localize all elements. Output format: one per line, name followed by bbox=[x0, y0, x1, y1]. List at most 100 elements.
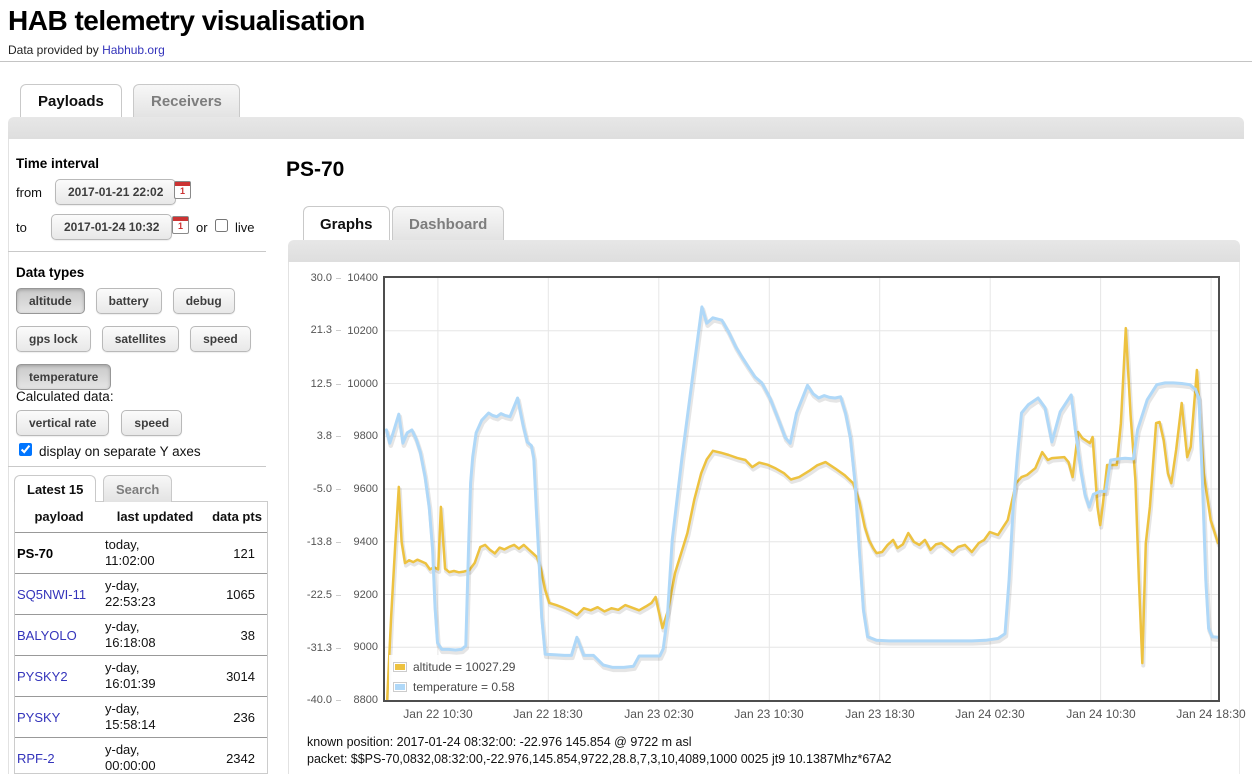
data-pts-cell: 3014 bbox=[207, 655, 267, 697]
last-updated-cell: y-day, 00:00:00 bbox=[103, 737, 207, 773]
separate-axes-checkbox[interactable] bbox=[19, 443, 32, 456]
x-axis-tick-label: Jan 24 02:30 bbox=[955, 707, 1025, 721]
tab-dashboard[interactable]: Dashboard bbox=[392, 206, 505, 240]
data-pts-cell: 121 bbox=[233, 545, 255, 561]
data-type-gps-lock-button[interactable]: gps lock bbox=[16, 326, 91, 352]
temp-axis-tick-mark bbox=[336, 700, 341, 701]
payloads-panel-header bbox=[8, 117, 1244, 139]
temp-axis-tick-label: 12.5 bbox=[310, 378, 332, 390]
x-axis-tick-label: Jan 24 18:30 bbox=[1176, 707, 1246, 721]
temp-axis-tick-mark bbox=[336, 278, 341, 279]
altitude-axis-tick-label: 10200 bbox=[347, 325, 378, 337]
col-header-last-updated: last updated bbox=[103, 502, 207, 533]
series-temperature-line bbox=[385, 305, 1218, 669]
altitude-axis-tick-label: 9800 bbox=[353, 430, 378, 442]
payload-link[interactable]: RPF-2 bbox=[17, 750, 55, 766]
temp-axis-tick-label: -22.5 bbox=[306, 589, 332, 601]
temp-axis-tick-label: -40.0 bbox=[306, 694, 332, 706]
tab-search[interactable]: Search bbox=[103, 475, 173, 502]
altitude-axis-tick-label: 9000 bbox=[353, 641, 378, 653]
payload-title: PS-70 bbox=[286, 158, 345, 181]
temp-axis-tick-mark bbox=[336, 595, 341, 596]
to-label: to bbox=[16, 220, 27, 235]
calculated-vertical-rate-button[interactable]: vertical rate bbox=[16, 410, 110, 436]
tab-latest-15[interactable]: Latest 15 bbox=[14, 475, 97, 502]
payload-name: SQ5NWI-11 bbox=[15, 573, 103, 615]
chart-svg bbox=[385, 278, 1218, 700]
live-checkbox[interactable] bbox=[215, 219, 228, 232]
to-calendar-icon[interactable]: 1 bbox=[172, 216, 189, 234]
temp-axis-tick-label: -5.0 bbox=[313, 483, 332, 495]
payload-link[interactable]: PYSKY bbox=[17, 709, 61, 725]
legend-swatch-icon bbox=[393, 682, 407, 692]
temp-axis-tick-label: -31.3 bbox=[306, 642, 332, 654]
temp-axis-tick-mark bbox=[336, 330, 341, 331]
separate-axes-label: display on separate Y axes bbox=[39, 444, 201, 459]
data-type-satellites-button[interactable]: satellites bbox=[101, 326, 180, 352]
data-type-debug-button[interactable]: debug bbox=[172, 288, 235, 314]
temp-axis-tick-label: -13.8 bbox=[306, 536, 332, 548]
payload-name: PYSKY bbox=[15, 696, 103, 738]
temp-axis-tick-label: 3.8 bbox=[316, 430, 332, 442]
or-label: or bbox=[196, 220, 208, 235]
chart-plot-area[interactable] bbox=[383, 276, 1220, 702]
data-type-temperature-button[interactable]: temperature bbox=[16, 364, 112, 390]
data-pts-cell: 1065 bbox=[207, 573, 267, 615]
sidebar-divider bbox=[8, 251, 266, 252]
table-row-balyolo: BALYOLO y-day, 16:18:08 38 bbox=[15, 614, 267, 656]
data-type-buttons: altitude battery debug gps lock satellites sp… bbox=[16, 288, 266, 390]
legend-swatch-icon bbox=[393, 662, 407, 672]
graphs-panel-header bbox=[288, 240, 1240, 262]
last-updated-cell: y-day, 16:18:08 bbox=[103, 614, 207, 656]
data-type-altitude-button[interactable]: altitude bbox=[16, 288, 85, 314]
table-row-pysky: PYSKY y-day, 15:58:14 236 bbox=[15, 696, 267, 738]
tab-graphs[interactable]: Graphs bbox=[303, 206, 390, 240]
from-calendar-icon[interactable]: 1 bbox=[174, 181, 191, 199]
table-row-pysky2: PYSKY2 y-day, 16:01:39 3014 bbox=[15, 655, 267, 697]
x-axis-tick-label: Jan 24 10:30 bbox=[1066, 707, 1136, 721]
x-axis-tick-label: Jan 23 10:30 bbox=[734, 707, 804, 721]
altitude-axis-tick-label: 9600 bbox=[353, 483, 378, 495]
x-axis-tick-label: Jan 22 18:30 bbox=[513, 707, 583, 721]
payload-name[interactable]: PS-70 bbox=[17, 545, 54, 561]
known-position-text: known position: 2017-01-24 08:32:00: -22… bbox=[307, 735, 692, 749]
table-row-ps-70: PS-70 today, 11:02:00 121 bbox=[15, 533, 267, 574]
payload-table: payload last updated data pts PS-70 today… bbox=[14, 501, 268, 774]
tab-receivers[interactable]: Receivers bbox=[133, 84, 240, 117]
x-axis-tick-label: Jan 22 10:30 bbox=[403, 707, 473, 721]
data-type-speed-button[interactable]: speed bbox=[190, 326, 251, 352]
data-types-heading: Data types bbox=[16, 265, 85, 280]
altitude-axis-tick-label: 10400 bbox=[347, 272, 378, 284]
chart-legend: altitude = 10027.29 temperature = 0.58 bbox=[389, 655, 525, 700]
last-updated-cell: y-day, 22:53:23 bbox=[103, 573, 207, 615]
calculated-speed-button[interactable]: speed bbox=[121, 410, 183, 436]
data-pts-cell: 38 bbox=[207, 614, 267, 656]
data-pts-cell: 2342 bbox=[207, 737, 267, 773]
temp-axis-tick-label: 21.3 bbox=[310, 324, 332, 336]
to-date-button[interactable]: 2017-01-24 10:32 bbox=[51, 214, 173, 240]
payload-link[interactable]: PYSKY2 bbox=[17, 668, 68, 684]
legend-label: altitude = 10027.29 bbox=[413, 660, 516, 674]
payload-name: PYSKY2 bbox=[15, 655, 103, 697]
last-updated-cell: y-day, 15:58:14 bbox=[103, 696, 207, 738]
from-date-button[interactable]: 2017-01-21 22:02 bbox=[55, 179, 177, 205]
calendar-glyph: 1 bbox=[177, 221, 183, 231]
graphs-panel-right-border bbox=[1239, 262, 1240, 774]
temp-axis-tick-mark bbox=[336, 542, 341, 543]
header-divider bbox=[0, 61, 1252, 62]
last-updated-cell: today, 11:02:00 bbox=[105, 537, 155, 568]
legend-entry: temperature = 0.58 bbox=[393, 677, 515, 697]
packet-text: packet: $$PS-70,0832,08:32:00,-22.976,14… bbox=[307, 752, 892, 766]
temp-axis-tick-mark bbox=[336, 436, 341, 437]
calendar-glyph: 1 bbox=[179, 186, 185, 196]
x-axis-tick-label: Jan 23 02:30 bbox=[624, 707, 694, 721]
data-type-battery-button[interactable]: battery bbox=[95, 288, 162, 314]
calculated-data-label: Calculated data: bbox=[16, 389, 114, 404]
habhub-link[interactable]: Habhub.org bbox=[102, 43, 165, 57]
altitude-axis-tick-label: 9200 bbox=[353, 589, 378, 601]
payload-link[interactable]: SQ5NWI-11 bbox=[17, 586, 87, 602]
payload-link[interactable]: BALYOLO bbox=[17, 627, 77, 643]
graphs-panel-left-border bbox=[288, 262, 289, 774]
tab-payloads[interactable]: Payloads bbox=[20, 84, 122, 117]
